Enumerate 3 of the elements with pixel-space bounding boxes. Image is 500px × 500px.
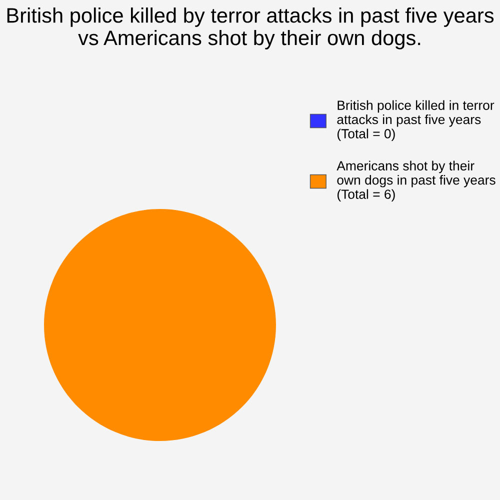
chart-title: British police killed by terror attacks in past five years vs Americans shot by their own dogs. [7, 8, 494, 50]
legend-label: Americans shot by their own dogs in past five years (Total = 6) [336, 160, 496, 202]
legend-label: British police killed in terror attacks in past five years (Total = 0) [337, 100, 494, 141]
